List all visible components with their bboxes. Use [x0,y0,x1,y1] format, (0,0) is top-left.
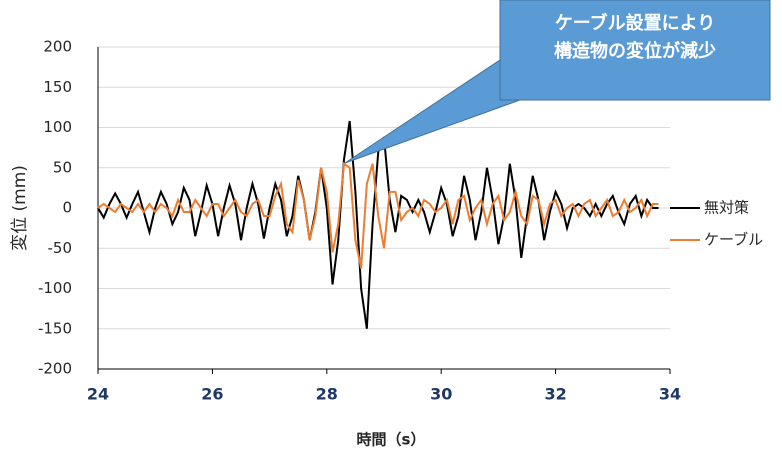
callout-pointer [344,59,521,164]
callout-text: 構造物の変位が減少 [554,40,716,62]
legend-label: ケーブル [704,230,763,248]
y-tick-label: 0 [62,199,72,217]
x-tick-label: 30 [430,385,452,404]
y-axis-label: 変位 (mm) [10,165,30,251]
callout-text: ケーブル設置により [555,12,716,34]
y-tick-label: 50 [53,158,72,176]
x-tick-label: 32 [544,385,566,404]
series-line [97,161,659,269]
y-tick-label: -200 [38,360,72,378]
y-tick-label: 100 [43,118,72,136]
x-tick-label: 24 [87,385,109,404]
y-tick-label: -150 [38,319,72,337]
callout-box [499,0,771,101]
x-tick-label: 34 [659,385,681,404]
y-tick-label: -50 [48,239,73,257]
y-tick-label: 200 [43,38,72,56]
y-tick-label: -100 [38,279,72,297]
series-line [97,120,659,329]
x-axis-label: 時間（s） [357,431,426,449]
y-tick-label: 150 [43,78,72,96]
x-tick-label: 26 [201,385,223,404]
legend-label: 無対策 [704,199,749,217]
x-tick-label: 28 [316,385,338,404]
